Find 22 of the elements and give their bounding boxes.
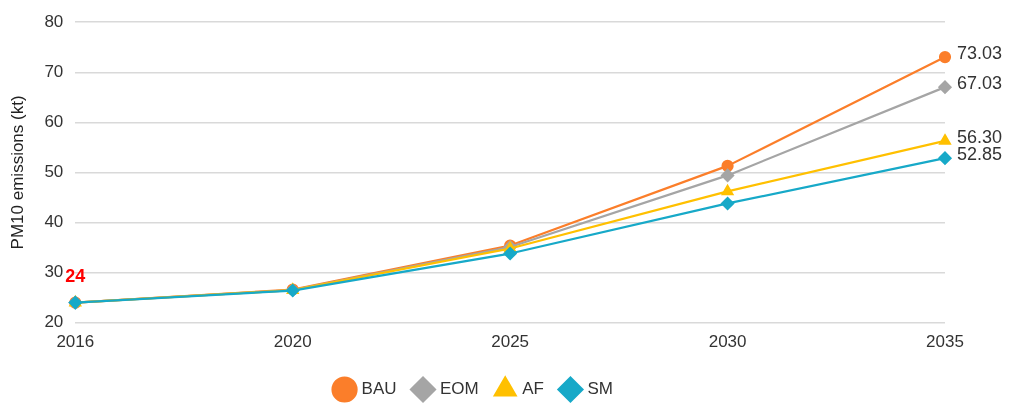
x-tick-label: 2035 xyxy=(926,332,964,352)
x-tick-label: 2020 xyxy=(273,332,312,352)
y-tick-label: 70 xyxy=(44,61,64,81)
data-label: 56.30 xyxy=(957,126,1003,147)
y-tick-label: 50 xyxy=(44,162,64,182)
x-tick-label: 2030 xyxy=(708,332,747,352)
data-label: 73.03 xyxy=(957,43,1003,64)
legend-label: AF xyxy=(522,379,544,399)
legend-label: SM xyxy=(587,379,613,399)
y-tick-label: 80 xyxy=(44,11,64,31)
data-label: 52.85 xyxy=(957,144,1003,165)
y-tick-label: 40 xyxy=(44,212,64,232)
x-tick-label: 2016 xyxy=(56,332,95,352)
data-label: 67.03 xyxy=(957,73,1003,94)
x-tick-label: 2025 xyxy=(491,332,530,352)
legend-label: BAU xyxy=(361,379,397,399)
y-tick-label: 60 xyxy=(44,112,64,132)
y-axis-title: PM10 emissions (kt) xyxy=(7,95,27,250)
data-label: 24 xyxy=(65,265,86,286)
y-tick-label: 20 xyxy=(44,312,64,332)
y-tick-label: 30 xyxy=(44,262,64,282)
legend-label: EOM xyxy=(440,379,479,399)
